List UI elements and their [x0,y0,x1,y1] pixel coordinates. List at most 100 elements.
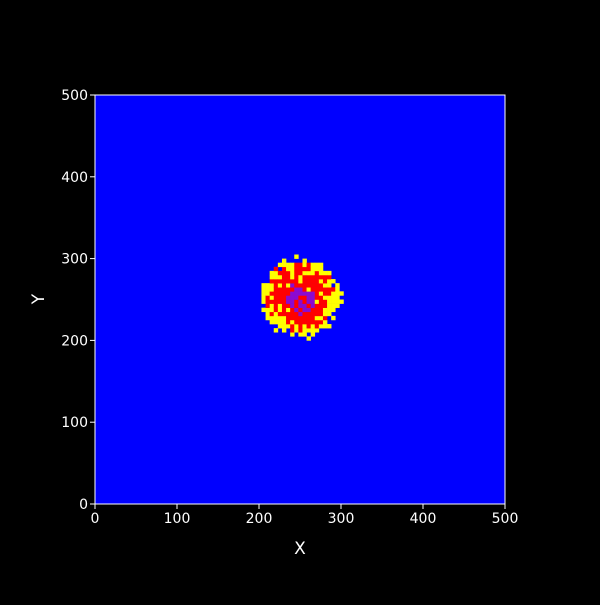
heatmap-cell [318,279,324,284]
heatmap-cell [277,279,283,284]
heatmap-cell [335,283,340,288]
heatmap-cell [269,287,275,292]
heatmap-cell [302,328,307,333]
heatmap-cell [306,287,311,292]
heatmap-cell [314,315,320,321]
heatmap-cell [277,311,283,317]
heatmap-cell [294,324,299,329]
heatmap-cell [269,315,275,321]
heatmap-cell [322,270,328,276]
heatmap-cell [302,291,307,296]
heatmap-cell [302,262,307,268]
heatmap-cell [327,295,332,300]
heatmap-cell [322,303,328,308]
heatmap-cell [290,279,295,284]
heatmap-cell [273,291,279,296]
heatmap-cell [327,307,332,313]
heatmap-cell [322,311,328,317]
heatmap-cell [281,328,287,333]
heatmap-cell [298,291,303,296]
heatmap-cell [277,283,283,288]
heatmap-cell [273,287,279,292]
heatmap-cell [327,287,332,292]
y-tick-label: 100 [61,415,88,431]
heatmap-cell [302,319,307,325]
heatmap-cell [322,287,328,292]
heatmap-cell [273,283,279,288]
heatmap-cell [294,262,299,268]
heatmap-cell [306,262,311,268]
heatmap-cell [273,270,279,276]
heatmap-cell [327,324,332,329]
heatmap-cell [269,291,275,296]
heatmap-cell [277,299,283,304]
heatmap-cell [306,295,311,300]
heatmap-cell [281,270,287,276]
heatmap-cell [281,315,287,321]
heatmap-cell [298,279,303,284]
heatmap-cell [314,295,320,300]
heatmap-cell [314,307,320,313]
heatmap-cell [314,299,320,304]
heatmap-cell [273,274,279,280]
heatmap-cell [290,274,295,280]
heatmap-cell [286,274,291,280]
heatmap-cell [286,319,291,325]
heatmap-cell [294,279,299,284]
heatmap-cell [286,311,291,317]
heatmap-cell [261,295,266,300]
x-axis-title: X [294,539,306,559]
heatmap-cell [335,295,340,300]
heatmap-cell [277,270,283,276]
heatmap-cell [273,303,279,308]
heatmap-cell [314,287,320,292]
heatmap-cell [335,287,340,292]
heatmap-cell [331,279,336,284]
heatmap-cell [318,319,324,325]
heatmap-cell [306,283,311,288]
heatmap-cell [310,328,316,333]
heatmap-cell [298,328,303,333]
x-axis: 0 100 200 300 400 500 [91,504,518,527]
heatmap-cell [281,262,287,268]
heatmap-cell [281,258,287,263]
heatmap-cell [290,299,295,304]
heatmap-cell [302,295,307,300]
heatmap-cell [273,266,279,272]
heatmap-cell [290,283,295,288]
heatmap-cell [302,270,307,276]
heatmap-cell [306,311,311,317]
heatmap-cell [294,266,299,272]
heatmap-cell [310,287,316,292]
heatmap-cell [277,295,283,300]
heatmap-cell [265,291,270,296]
heatmap-cell [298,283,303,288]
x-tick-label: 100 [164,511,191,527]
heatmap-cell [277,262,283,268]
heatmap-cell [331,291,336,296]
heatmap-cell [306,315,311,321]
heatmap-cell [302,287,307,292]
x-tick-label: 0 [91,511,100,527]
heatmap-cell [314,262,320,268]
heatmap-cell [273,319,279,325]
heatmap-cell [294,283,299,288]
heatmap-cell [310,319,316,325]
heatmap-cell [310,262,316,268]
y-tick-label: 300 [61,252,88,268]
heatmap-cell [294,299,299,304]
heatmap-cell [294,315,299,321]
heatmap-cell [314,328,320,333]
heatmap-cell [281,291,287,296]
heatmap-cell [290,315,295,321]
heatmap-cell [269,303,275,308]
y-tick-label: 200 [61,333,88,349]
heatmap-cell [310,270,316,276]
heatmap-cell [331,295,336,300]
heatmap-cell [298,295,303,300]
y-tick-label: 400 [61,170,88,186]
heatmap-cell [302,303,307,308]
heatmap-cell [277,274,283,280]
heatmap-cell [269,295,275,300]
